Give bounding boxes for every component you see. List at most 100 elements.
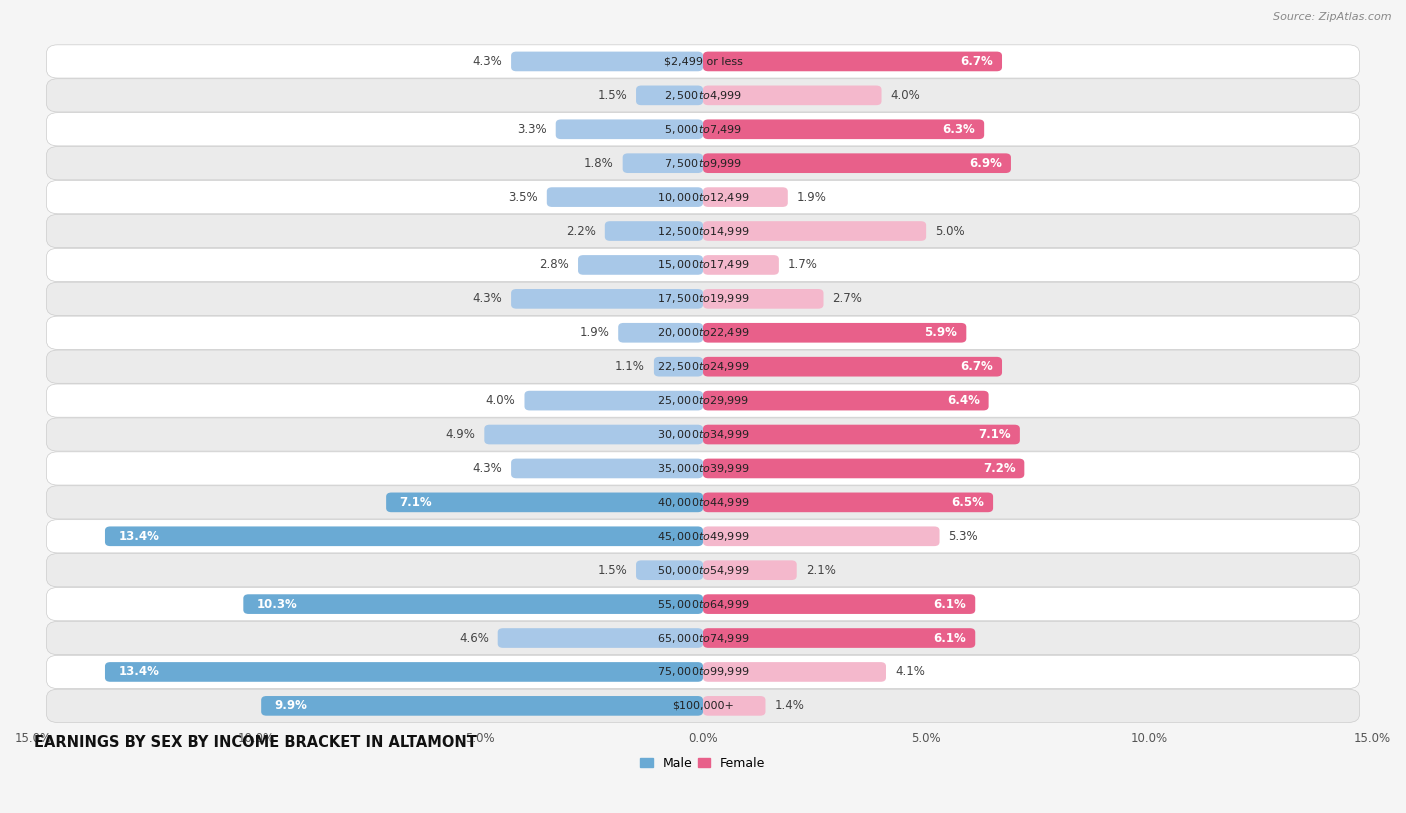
Text: $30,000 to $34,999: $30,000 to $34,999 [657, 428, 749, 441]
FancyBboxPatch shape [703, 560, 797, 580]
Text: 5.3%: 5.3% [949, 530, 979, 543]
Text: $65,000 to $74,999: $65,000 to $74,999 [657, 632, 749, 645]
Text: 10.3%: 10.3% [257, 598, 298, 611]
Text: $50,000 to $54,999: $50,000 to $54,999 [657, 563, 749, 576]
Text: $45,000 to $49,999: $45,000 to $49,999 [657, 530, 749, 543]
FancyBboxPatch shape [498, 628, 703, 648]
FancyBboxPatch shape [105, 527, 703, 546]
FancyBboxPatch shape [262, 696, 703, 715]
FancyBboxPatch shape [46, 520, 1360, 553]
FancyBboxPatch shape [46, 180, 1360, 214]
Text: 3.3%: 3.3% [517, 123, 547, 136]
FancyBboxPatch shape [703, 493, 993, 512]
FancyBboxPatch shape [605, 221, 703, 241]
FancyBboxPatch shape [703, 221, 927, 241]
FancyBboxPatch shape [512, 289, 703, 309]
Text: 7.1%: 7.1% [399, 496, 432, 509]
FancyBboxPatch shape [46, 588, 1360, 621]
Text: $100,000+: $100,000+ [672, 701, 734, 711]
Text: 3.5%: 3.5% [508, 190, 538, 203]
Text: 5.9%: 5.9% [925, 326, 957, 339]
Text: 13.4%: 13.4% [118, 530, 159, 543]
FancyBboxPatch shape [46, 45, 1360, 78]
Text: 9.9%: 9.9% [274, 699, 308, 712]
FancyBboxPatch shape [547, 187, 703, 207]
Text: 4.3%: 4.3% [472, 55, 502, 68]
Text: 4.0%: 4.0% [890, 89, 920, 102]
Text: 2.7%: 2.7% [832, 293, 862, 306]
Text: 6.7%: 6.7% [960, 55, 993, 68]
Text: 4.3%: 4.3% [472, 293, 502, 306]
Text: 6.3%: 6.3% [942, 123, 976, 136]
Text: Source: ZipAtlas.com: Source: ZipAtlas.com [1274, 12, 1392, 22]
Text: 4.3%: 4.3% [472, 462, 502, 475]
Text: $2,499 or less: $2,499 or less [664, 56, 742, 67]
FancyBboxPatch shape [703, 357, 1002, 376]
Text: 1.8%: 1.8% [583, 157, 614, 170]
Text: 6.9%: 6.9% [969, 157, 1002, 170]
Text: $5,000 to $7,499: $5,000 to $7,499 [664, 123, 742, 136]
FancyBboxPatch shape [654, 357, 703, 376]
Text: 7.2%: 7.2% [983, 462, 1015, 475]
FancyBboxPatch shape [512, 459, 703, 478]
FancyBboxPatch shape [387, 493, 703, 512]
FancyBboxPatch shape [555, 120, 703, 139]
Text: 6.1%: 6.1% [934, 598, 966, 611]
Text: $22,500 to $24,999: $22,500 to $24,999 [657, 360, 749, 373]
FancyBboxPatch shape [46, 689, 1360, 723]
Text: $20,000 to $22,499: $20,000 to $22,499 [657, 326, 749, 339]
FancyBboxPatch shape [703, 696, 765, 715]
Text: $15,000 to $17,499: $15,000 to $17,499 [657, 259, 749, 272]
FancyBboxPatch shape [46, 485, 1360, 519]
FancyBboxPatch shape [636, 85, 703, 105]
Text: 6.5%: 6.5% [952, 496, 984, 509]
Text: 2.8%: 2.8% [540, 259, 569, 272]
FancyBboxPatch shape [46, 79, 1360, 112]
FancyBboxPatch shape [105, 662, 703, 682]
Text: 5.0%: 5.0% [935, 224, 965, 237]
FancyBboxPatch shape [703, 594, 976, 614]
Text: $25,000 to $29,999: $25,000 to $29,999 [657, 394, 749, 407]
Text: 4.0%: 4.0% [486, 394, 516, 407]
FancyBboxPatch shape [512, 51, 703, 72]
FancyBboxPatch shape [703, 527, 939, 546]
Text: $7,500 to $9,999: $7,500 to $9,999 [664, 157, 742, 170]
FancyBboxPatch shape [46, 146, 1360, 180]
Text: 1.9%: 1.9% [579, 326, 609, 339]
Text: 6.4%: 6.4% [946, 394, 980, 407]
Text: $12,500 to $14,999: $12,500 to $14,999 [657, 224, 749, 237]
Text: EARNINGS BY SEX BY INCOME BRACKET IN ALTAMONT: EARNINGS BY SEX BY INCOME BRACKET IN ALT… [34, 735, 477, 750]
FancyBboxPatch shape [578, 255, 703, 275]
FancyBboxPatch shape [703, 628, 976, 648]
Text: 1.4%: 1.4% [775, 699, 804, 712]
Text: 1.5%: 1.5% [598, 89, 627, 102]
FancyBboxPatch shape [623, 154, 703, 173]
FancyBboxPatch shape [703, 120, 984, 139]
FancyBboxPatch shape [636, 560, 703, 580]
Text: 6.1%: 6.1% [934, 632, 966, 645]
FancyBboxPatch shape [46, 316, 1360, 350]
FancyBboxPatch shape [703, 391, 988, 411]
Text: $35,000 to $39,999: $35,000 to $39,999 [657, 462, 749, 475]
FancyBboxPatch shape [46, 350, 1360, 383]
FancyBboxPatch shape [484, 424, 703, 445]
FancyBboxPatch shape [703, 662, 886, 682]
FancyBboxPatch shape [46, 554, 1360, 587]
Text: $10,000 to $12,499: $10,000 to $12,499 [657, 190, 749, 203]
FancyBboxPatch shape [243, 594, 703, 614]
Text: 1.1%: 1.1% [614, 360, 645, 373]
Text: $2,500 to $4,999: $2,500 to $4,999 [664, 89, 742, 102]
Text: 4.6%: 4.6% [458, 632, 489, 645]
FancyBboxPatch shape [46, 248, 1360, 281]
Text: 7.1%: 7.1% [979, 428, 1011, 441]
FancyBboxPatch shape [703, 424, 1019, 445]
Text: 1.5%: 1.5% [598, 563, 627, 576]
Text: $55,000 to $64,999: $55,000 to $64,999 [657, 598, 749, 611]
FancyBboxPatch shape [46, 452, 1360, 485]
Text: 6.7%: 6.7% [960, 360, 993, 373]
Legend: Male, Female: Male, Female [641, 757, 765, 770]
Text: 13.4%: 13.4% [118, 666, 159, 678]
FancyBboxPatch shape [703, 289, 824, 309]
FancyBboxPatch shape [46, 215, 1360, 248]
Text: $40,000 to $44,999: $40,000 to $44,999 [657, 496, 749, 509]
